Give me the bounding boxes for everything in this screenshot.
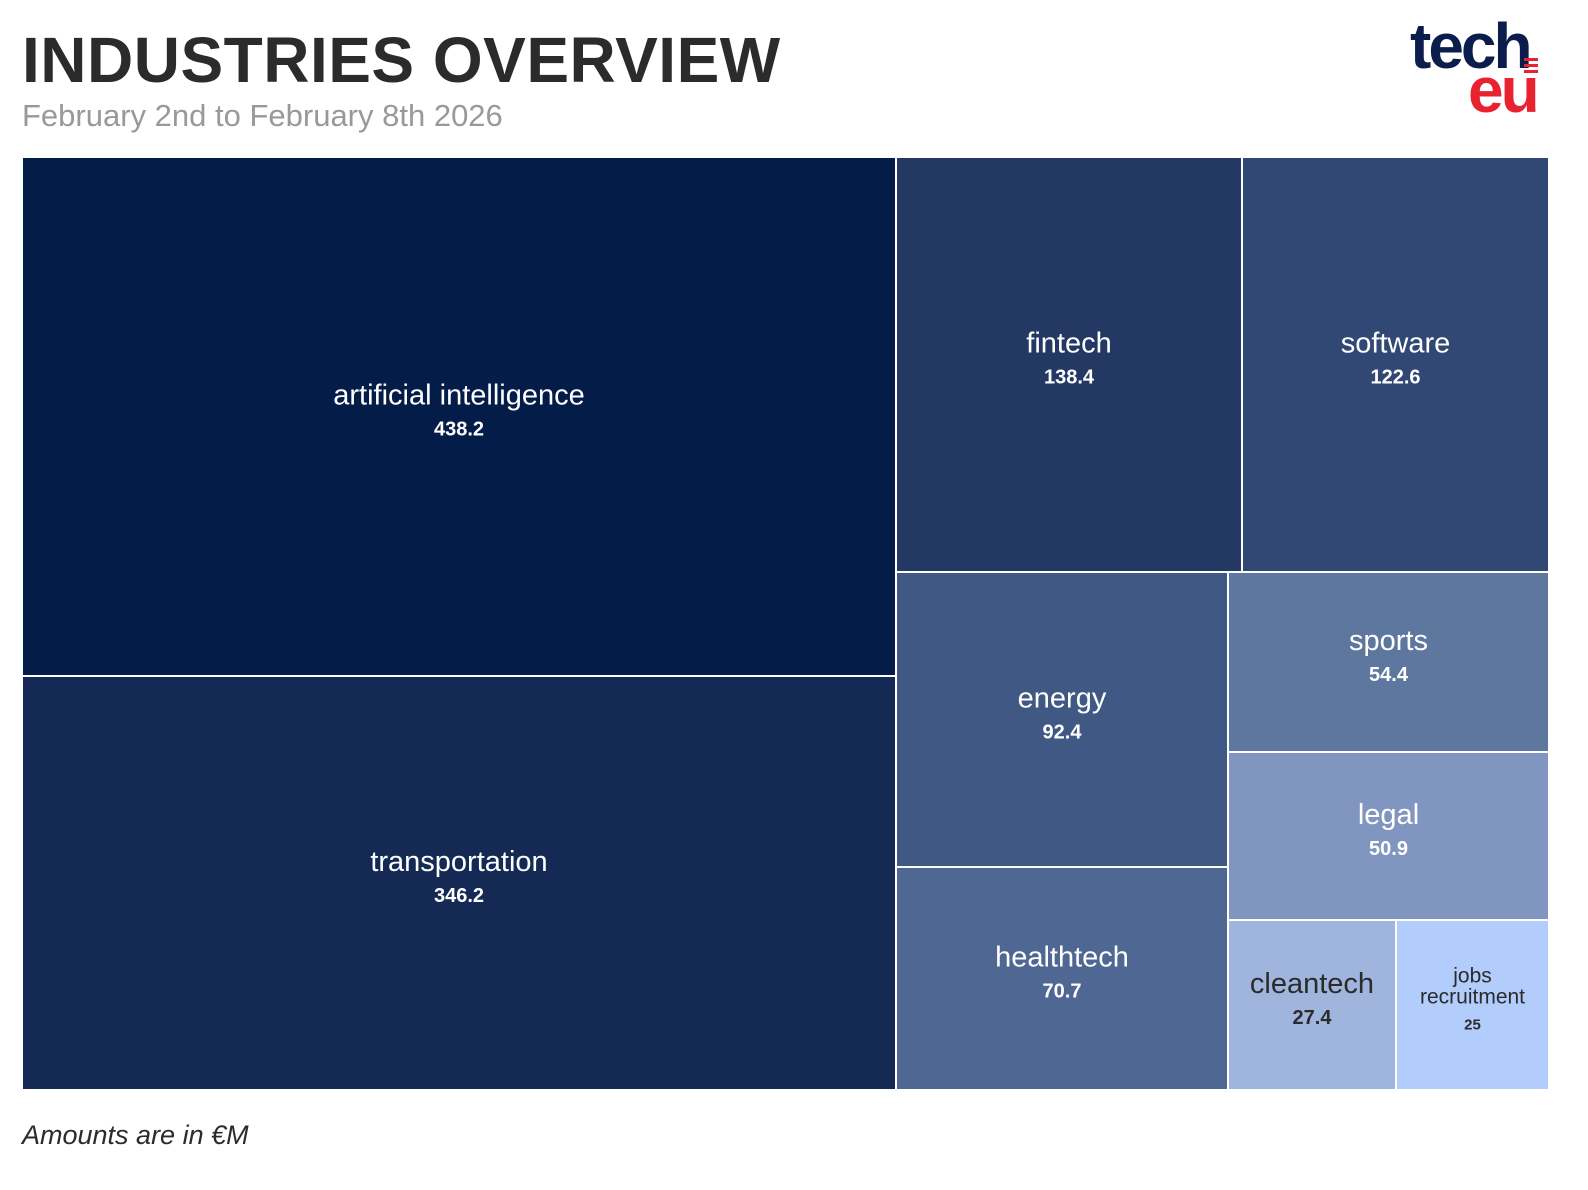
treemap-rect-software [1241, 156, 1550, 573]
treemap-cell-artificial-intelligence: artificial intelligence 438.2 [21, 156, 897, 677]
treemap-value-artificial-intelligence: 438.2 [434, 419, 484, 441]
treemap-value-legal: 50.9 [1369, 838, 1408, 860]
treemap-value-sports: 54.4 [1369, 664, 1409, 686]
treemap-value-energy: 92.4 [1043, 722, 1083, 744]
logo-signal-icon [1524, 58, 1538, 80]
treemap-value-jobs-recruitment: 25 [1464, 1017, 1481, 1034]
treemap-cell-cleantech: cleantech 27.4 [1227, 919, 1397, 1091]
logo-text-top: tech [1410, 10, 1533, 82]
treemap-value-fintech: 138.4 [1044, 367, 1095, 389]
chart-title: INDUSTRIES OVERVIEW [22, 24, 781, 96]
treemap-rect-cleantech [1227, 919, 1397, 1091]
treemap-rect-artificial-intelligence [21, 156, 897, 677]
treemap-value-cleantech: 27.4 [1293, 1007, 1333, 1029]
treemap-value-software: 122.6 [1370, 367, 1420, 389]
treemap-rect-energy [895, 571, 1229, 868]
treemap-label-jobs-recruitment-line-1: jobs [1452, 965, 1492, 988]
treemap-label-software: software [1341, 328, 1451, 360]
treemap-label-cleantech: cleantech [1250, 968, 1374, 1000]
treemap-cell-legal: legal 50.9 [1227, 751, 1550, 921]
treemap-label-fintech: fintech [1026, 328, 1111, 360]
treemap-cell-transportation: transportation 346.2 [21, 675, 897, 1091]
treemap-label-legal: legal [1358, 799, 1419, 831]
treemap-rect-fintech [895, 156, 1243, 573]
treemap-cell-healthtech: healthtech 70.7 [895, 866, 1229, 1091]
treemap-cell-energy: energy 92.4 [895, 571, 1229, 868]
tech-eu-logo: tech eu [1410, 10, 1550, 122]
treemap-label-transportation: transportation [370, 846, 547, 878]
treemap-rect-sports [1227, 571, 1550, 753]
treemap-cell-sports: sports 54.4 [1227, 571, 1550, 753]
treemap-rect-healthtech [895, 866, 1229, 1091]
treemap-label-artificial-intelligence: artificial intelligence [333, 380, 584, 412]
treemap-rect-transportation [21, 675, 897, 1091]
logo-text-bottom: eu [1468, 54, 1540, 126]
treemap-value-transportation: 346.2 [434, 885, 484, 907]
treemap-cell-fintech: fintech 138.4 [895, 156, 1243, 573]
treemap-label-energy: energy [1018, 683, 1107, 715]
treemap-label-healthtech: healthtech [995, 942, 1129, 974]
chart-subtitle: February 2nd to February 8th 2026 [22, 98, 503, 133]
treemap-rect-jobs-recruitment [1395, 919, 1550, 1091]
treemap-value-healthtech: 70.7 [1043, 981, 1082, 1003]
treemap-rect-legal [1227, 751, 1550, 921]
footnote: Amounts are in €M [22, 1120, 249, 1150]
treemap-label-jobs-recruitment-line-2: recruitment [1420, 986, 1525, 1009]
treemap-cell-software: software 122.6 [1241, 156, 1550, 573]
treemap-label-sports: sports [1349, 625, 1428, 657]
